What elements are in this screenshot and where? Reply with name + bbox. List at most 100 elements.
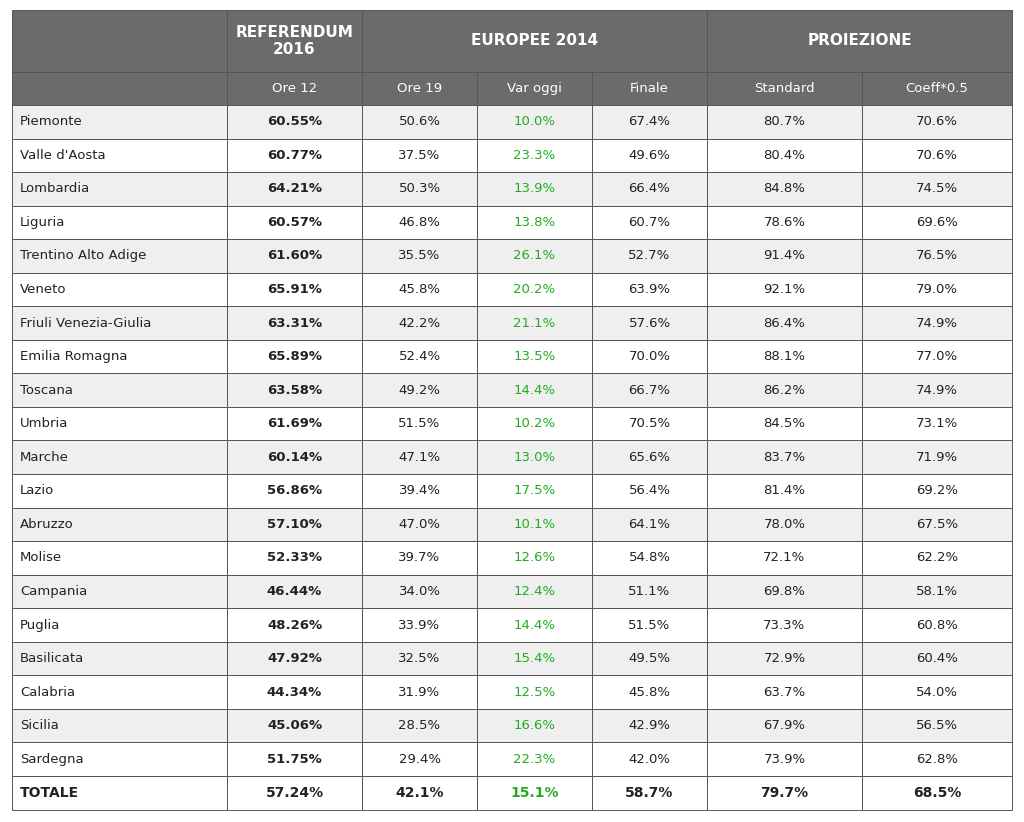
Bar [862, 541, 1012, 575]
Text: 39.7%: 39.7% [398, 552, 440, 565]
Bar [477, 676, 592, 709]
Bar [227, 642, 362, 676]
Bar [362, 508, 477, 541]
Text: Emilia Romagna: Emilia Romagna [20, 350, 128, 363]
Bar [477, 441, 592, 474]
Text: Marche: Marche [20, 450, 69, 464]
Text: 34.0%: 34.0% [398, 585, 440, 598]
Text: 47.92%: 47.92% [267, 652, 322, 665]
Text: 42.0%: 42.0% [629, 753, 671, 766]
Text: 49.5%: 49.5% [629, 652, 671, 665]
Bar [477, 206, 592, 239]
Text: 92.1%: 92.1% [764, 283, 806, 296]
Bar [12, 776, 227, 810]
Bar [227, 575, 362, 608]
Text: 63.7%: 63.7% [764, 686, 806, 699]
Bar [477, 742, 592, 776]
Bar [362, 339, 477, 373]
Bar [862, 776, 1012, 810]
Text: Puglia: Puglia [20, 618, 60, 631]
Text: Campania: Campania [20, 585, 87, 598]
Text: 32.5%: 32.5% [398, 652, 440, 665]
Bar [862, 676, 1012, 709]
Bar [12, 239, 227, 273]
Bar [227, 676, 362, 709]
Text: Sicilia: Sicilia [20, 719, 58, 732]
Bar [12, 373, 227, 407]
Bar [227, 139, 362, 172]
Bar [707, 709, 862, 742]
Bar [227, 441, 362, 474]
Bar [477, 642, 592, 676]
Bar [227, 608, 362, 642]
Text: Standard: Standard [755, 82, 815, 95]
Bar [707, 139, 862, 172]
Text: 66.7%: 66.7% [629, 384, 671, 397]
Text: 45.8%: 45.8% [629, 686, 671, 699]
Text: 69.6%: 69.6% [916, 216, 957, 229]
Text: 49.2%: 49.2% [398, 384, 440, 397]
Text: 79.0%: 79.0% [916, 283, 958, 296]
Bar [477, 172, 592, 206]
Bar [477, 239, 592, 273]
Bar [227, 373, 362, 407]
Bar [707, 474, 862, 508]
Bar [362, 709, 477, 742]
Text: 68.5%: 68.5% [912, 786, 962, 800]
Text: 46.44%: 46.44% [267, 585, 323, 598]
Text: 42.9%: 42.9% [629, 719, 671, 732]
Bar [862, 742, 1012, 776]
Text: Abruzzo: Abruzzo [20, 518, 74, 531]
Text: 84.5%: 84.5% [764, 418, 806, 430]
Bar [362, 575, 477, 608]
Bar [862, 441, 1012, 474]
Bar [227, 742, 362, 776]
Text: 76.5%: 76.5% [915, 249, 958, 262]
Text: 63.58%: 63.58% [267, 384, 323, 397]
Text: 60.55%: 60.55% [267, 115, 322, 128]
Bar [862, 709, 1012, 742]
Bar [362, 541, 477, 575]
Text: Friuli Venezia-Giulia: Friuli Venezia-Giulia [20, 316, 152, 330]
Text: 74.5%: 74.5% [915, 182, 958, 196]
Bar [862, 474, 1012, 508]
Bar [227, 172, 362, 206]
Text: Trentino Alto Adige: Trentino Alto Adige [20, 249, 146, 262]
Bar [227, 10, 362, 72]
Bar [592, 474, 707, 508]
Text: 78.0%: 78.0% [764, 518, 806, 531]
Text: 39.4%: 39.4% [398, 484, 440, 497]
Text: Lombardia: Lombardia [20, 182, 90, 196]
Text: 72.9%: 72.9% [764, 652, 806, 665]
Bar [592, 72, 707, 105]
Bar [707, 10, 1012, 72]
Bar [227, 407, 362, 441]
Text: 50.3%: 50.3% [398, 182, 440, 196]
Text: 49.6%: 49.6% [629, 149, 671, 162]
Bar [477, 139, 592, 172]
Bar [477, 541, 592, 575]
Bar [12, 474, 227, 508]
Text: 46.8%: 46.8% [398, 216, 440, 229]
Text: 62.8%: 62.8% [916, 753, 958, 766]
Text: 74.9%: 74.9% [916, 384, 958, 397]
Text: 22.3%: 22.3% [513, 753, 556, 766]
Bar [592, 206, 707, 239]
Bar [12, 339, 227, 373]
Bar [707, 541, 862, 575]
Bar [362, 642, 477, 676]
Bar [862, 273, 1012, 307]
Bar [477, 273, 592, 307]
Bar [227, 239, 362, 273]
Text: 10.2%: 10.2% [513, 418, 556, 430]
Text: 12.5%: 12.5% [513, 686, 556, 699]
Bar [227, 273, 362, 307]
Text: 64.1%: 64.1% [629, 518, 671, 531]
Bar [592, 273, 707, 307]
Text: 88.1%: 88.1% [764, 350, 806, 363]
Text: 52.33%: 52.33% [267, 552, 322, 565]
Bar [12, 407, 227, 441]
Text: 31.9%: 31.9% [398, 686, 440, 699]
Bar [227, 72, 362, 105]
Bar [707, 575, 862, 608]
